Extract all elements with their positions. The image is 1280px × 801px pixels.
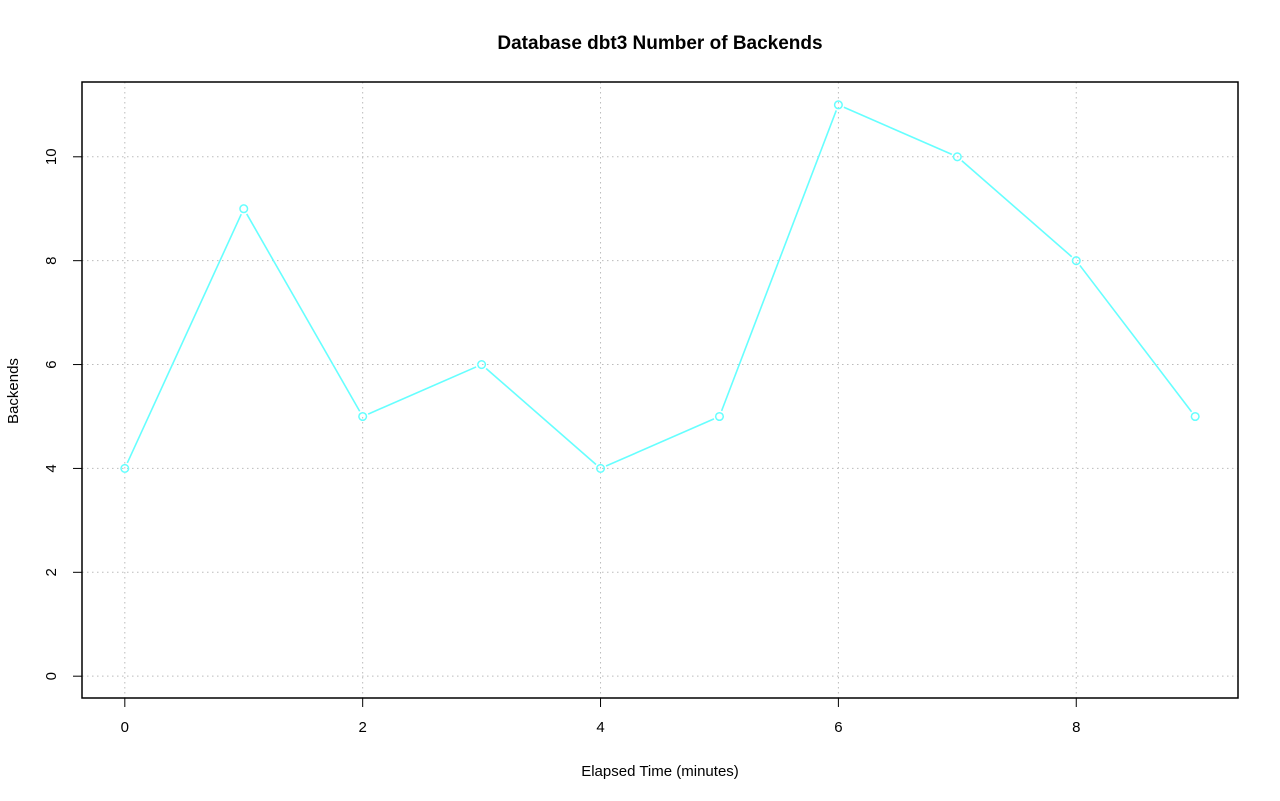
series (120, 100, 1200, 473)
data-point (120, 463, 130, 473)
series-line-segment (605, 418, 715, 467)
data-point (1190, 411, 1200, 422)
x-tick-label: 2 (359, 719, 367, 736)
data-point (833, 100, 843, 110)
series-line-segment (126, 213, 242, 464)
series-line-segment (843, 106, 953, 156)
x-tick-label: 4 (596, 719, 604, 736)
data-point (477, 359, 487, 370)
plot-frame (81, 81, 1239, 699)
series-line-segment (1079, 264, 1193, 413)
data-point (595, 463, 606, 473)
y-tick-label: 6 (43, 360, 60, 368)
chart-title: Database dbt3 Number of Backends (497, 33, 822, 54)
data-point (714, 411, 725, 422)
grid (82, 82, 1238, 698)
data-point (358, 411, 368, 422)
y-tick-label: 10 (43, 148, 60, 165)
y-axis-label: Backends (5, 358, 22, 424)
data-point (1071, 256, 1081, 266)
x-tick-label: 0 (121, 719, 129, 736)
x-tick-label: 6 (834, 719, 842, 736)
series-line-segment (485, 367, 597, 466)
series-line-segment (720, 110, 838, 412)
y-tick-label: 0 (43, 672, 60, 680)
data-point (952, 152, 962, 162)
y-tick-label: 4 (43, 464, 60, 472)
series-line-segment (246, 213, 361, 412)
axes: 0 2 4 6 8 0 2 4 6 8 10 (43, 148, 1080, 736)
x-axis-label: Elapsed Time (minutes) (581, 763, 739, 780)
series-line-segment (367, 366, 477, 415)
y-tick-label: 8 (43, 256, 60, 264)
y-tick-label: 2 (43, 568, 60, 576)
data-point (239, 204, 249, 214)
series-line-segment (961, 160, 1073, 258)
x-tick-label: 8 (1072, 719, 1080, 736)
